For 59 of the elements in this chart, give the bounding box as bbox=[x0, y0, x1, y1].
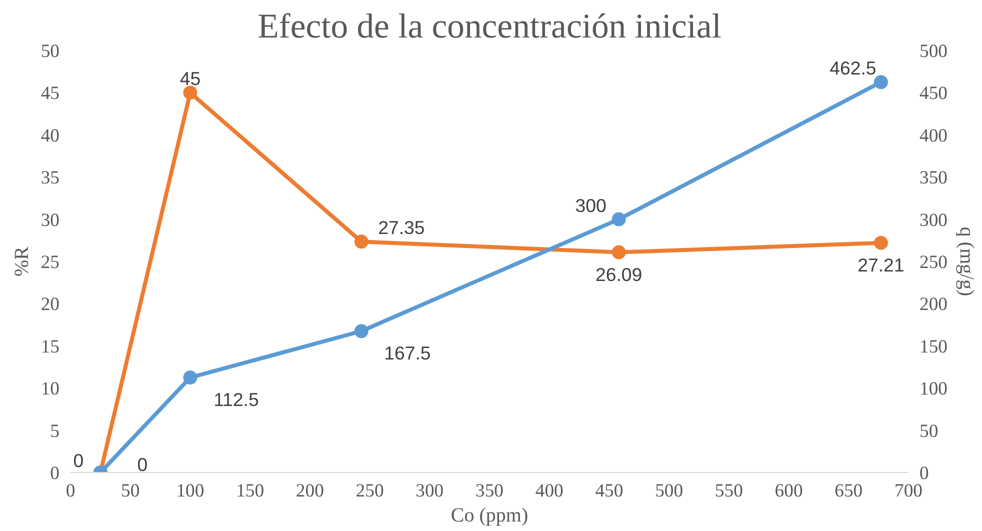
y-tick-label: 20 bbox=[40, 294, 60, 316]
y-tick-label: 10 bbox=[40, 378, 60, 400]
x-tick-label: 650 bbox=[834, 480, 863, 502]
x-tick-label: 500 bbox=[655, 480, 684, 502]
y-tick-label: 0 bbox=[50, 463, 60, 484]
x-tick-label: 350 bbox=[476, 480, 504, 502]
point bbox=[874, 236, 888, 250]
y-tick-label: 35 bbox=[40, 168, 60, 189]
x-tick-label: 600 bbox=[774, 480, 803, 502]
y-tick-label: 40 bbox=[40, 125, 60, 146]
y2-tick-label: 50 bbox=[920, 420, 938, 442]
x-tick-label: 300 bbox=[416, 480, 444, 502]
x-tick-label: 50 bbox=[121, 480, 140, 502]
data-label: 27.21 bbox=[858, 254, 904, 276]
y2-tick-label: 450 bbox=[920, 83, 948, 104]
data-label: 0 bbox=[137, 454, 148, 475]
data-label: 27.35 bbox=[378, 217, 425, 238]
data-label: 26.09 bbox=[595, 264, 642, 285]
y2-tick-label: 300 bbox=[920, 210, 948, 231]
data-label: 462.5 bbox=[830, 58, 876, 79]
chart-title: Efecto de la concentración inicial bbox=[258, 8, 722, 46]
y2-axis-title: q (mg/g) bbox=[955, 226, 978, 296]
point bbox=[874, 75, 888, 90]
data-label: 300 bbox=[575, 194, 606, 216]
data-label: 0 bbox=[73, 450, 84, 471]
y2-tick-label: 350 bbox=[920, 168, 948, 189]
x-tick-label: 0 bbox=[66, 480, 76, 502]
point bbox=[183, 370, 198, 385]
y2-tick-label: 0 bbox=[920, 463, 929, 484]
x-tick-label: 150 bbox=[236, 480, 264, 502]
y2-tick-label: 400 bbox=[920, 125, 948, 146]
y-tick-label: 25 bbox=[40, 252, 60, 273]
y2-tick-label: 500 bbox=[920, 41, 948, 62]
x-tick-label: 200 bbox=[296, 480, 324, 502]
y-tick-label: 5 bbox=[50, 420, 60, 442]
y-tick-label: 15 bbox=[40, 336, 60, 358]
data-label: 112.5 bbox=[214, 389, 259, 410]
x-tick-label: 550 bbox=[714, 480, 743, 502]
y2-tick-label: 200 bbox=[920, 294, 948, 316]
x-tick-label: 400 bbox=[535, 480, 564, 502]
data-label: 45 bbox=[180, 68, 201, 90]
x-tick-label: 250 bbox=[356, 480, 384, 502]
y2-tick-label: 150 bbox=[920, 336, 948, 358]
y-axis-title: %R bbox=[10, 246, 33, 276]
y2-tick-label: 100 bbox=[920, 378, 948, 400]
y-tick-label: 50 bbox=[40, 41, 60, 62]
point bbox=[612, 245, 626, 260]
point bbox=[183, 86, 198, 100]
x-tick-label: 100 bbox=[176, 480, 204, 502]
point bbox=[354, 324, 368, 338]
x-tick-label: 450 bbox=[595, 480, 624, 502]
x-axis-title: Co (ppm) bbox=[450, 504, 528, 526]
data-label: 167.5 bbox=[384, 342, 431, 364]
point bbox=[612, 212, 626, 226]
y-tick-label: 30 bbox=[40, 210, 60, 231]
x-tick-label: 700 bbox=[894, 480, 922, 502]
point bbox=[354, 234, 368, 249]
y-tick-label: 45 bbox=[40, 83, 60, 104]
y2-tick-label: 250 bbox=[920, 252, 948, 273]
